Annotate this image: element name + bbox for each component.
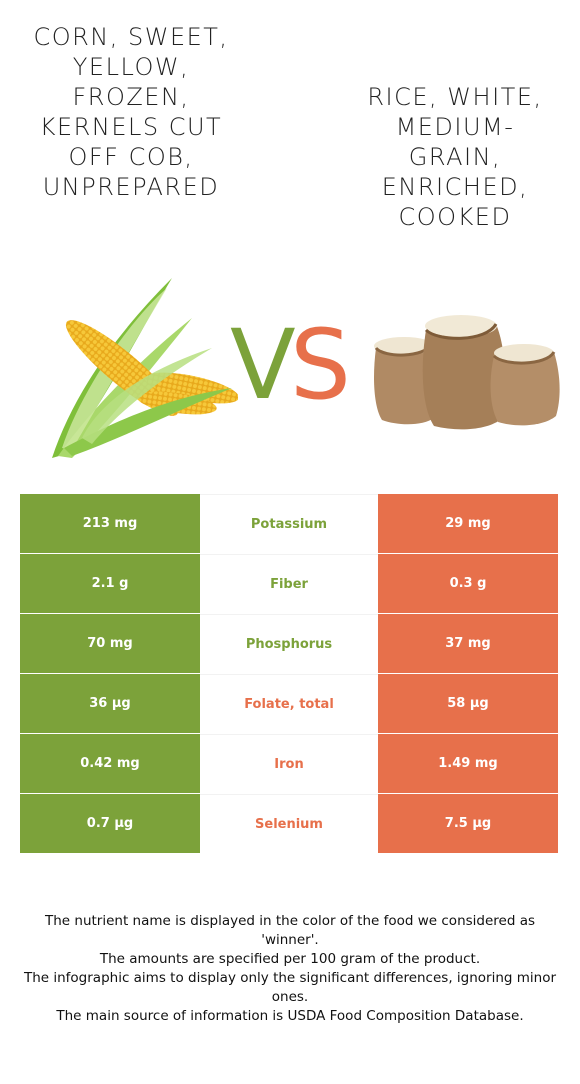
right-value: 1.49 mg (378, 734, 558, 793)
right-value: 58 µg (378, 674, 558, 733)
nutrient-name: Folate, total (200, 674, 378, 733)
table-row: 0.42 mg Iron 1.49 mg (20, 734, 558, 794)
table-row: 0.7 µg Selenium 7.5 µg (20, 794, 558, 854)
left-value: 36 µg (20, 674, 200, 733)
right-value: 7.5 µg (378, 794, 558, 853)
right-value: 0.3 g (378, 554, 558, 613)
left-food-title: Corn, sweet, yellow, frozen, kernels cut… (33, 23, 229, 201)
comparison-table: 213 mg Potassium 29 mg 2.1 g Fiber 0.3 g 70 mg… (20, 494, 558, 854)
nutrient-name: Iron (200, 734, 378, 793)
nutrient-name: Fiber (200, 554, 378, 613)
left-value: 2.1 g (20, 554, 200, 613)
table-row: 36 µg Folate, total 58 µg (20, 674, 558, 734)
right-food-title: Rice, white, medium-grain, enriched, coo… (367, 83, 543, 231)
footnote: The nutrient name is displayed in the co… (18, 912, 562, 1026)
left-value: 0.42 mg (20, 734, 200, 793)
nutrient-name: Selenium (200, 794, 378, 853)
footnote-line: The main source of information is USDA F… (56, 1008, 524, 1024)
right-value: 37 mg (378, 614, 558, 673)
nutrient-name: Phosphorus (200, 614, 378, 673)
vs-label: V S (230, 312, 351, 408)
footnote-line: The amounts are specified per 100 gram o… (99, 951, 481, 967)
vs-s: S (290, 312, 351, 408)
table-row: 70 mg Phosphorus 37 mg (20, 614, 558, 674)
table-row: 213 mg Potassium 29 mg (20, 494, 558, 554)
rice-sacks-icon (374, 315, 560, 430)
footnote-line: The nutrient name is displayed in the co… (44, 913, 536, 948)
right-value: 29 mg (378, 494, 558, 553)
vs-v: V (230, 312, 296, 408)
left-value: 70 mg (20, 614, 200, 673)
corn-icon (52, 278, 238, 458)
footnote-line: The infographic aims to display only the… (23, 970, 557, 1005)
table-row: 2.1 g Fiber 0.3 g (20, 554, 558, 614)
left-value: 0.7 µg (20, 794, 200, 853)
nutrient-name: Potassium (200, 494, 378, 553)
left-value: 213 mg (20, 494, 200, 553)
